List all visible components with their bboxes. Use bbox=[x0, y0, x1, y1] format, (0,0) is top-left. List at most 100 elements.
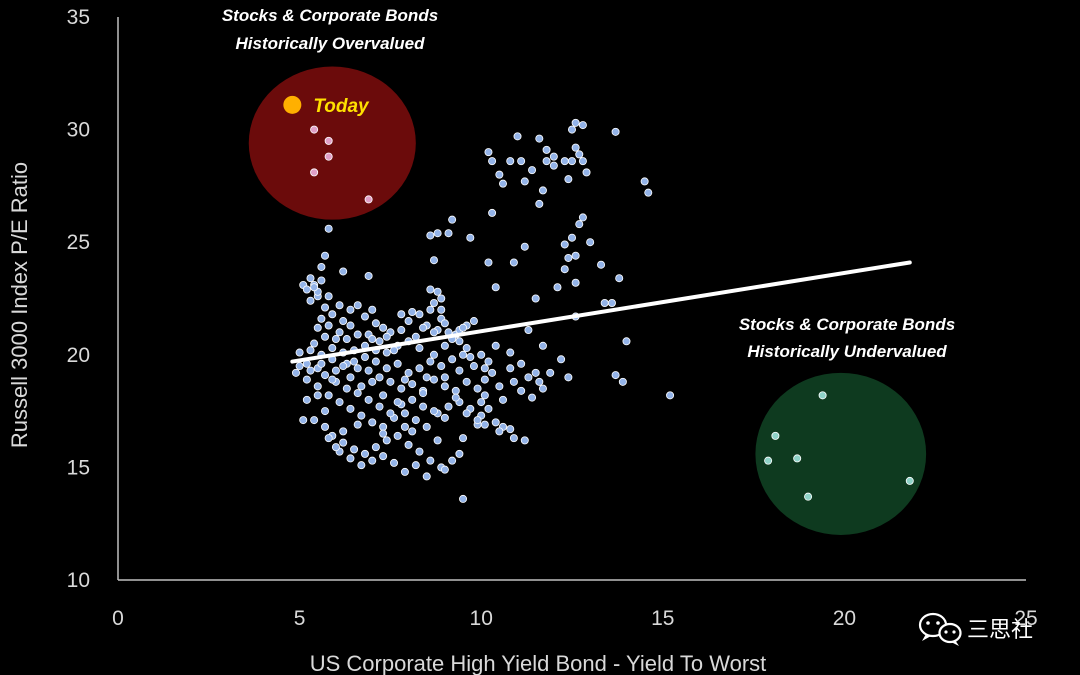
data-point bbox=[480, 375, 489, 384]
data-point bbox=[397, 384, 406, 393]
data-point bbox=[578, 213, 587, 222]
data-point bbox=[429, 256, 438, 265]
data-point bbox=[437, 305, 446, 314]
y-tick-label: 35 bbox=[67, 6, 90, 29]
data-point bbox=[379, 323, 388, 332]
data-point bbox=[488, 157, 497, 166]
data-point bbox=[364, 271, 373, 280]
data-point bbox=[575, 150, 584, 159]
data-point bbox=[506, 425, 515, 434]
data-point bbox=[346, 321, 355, 330]
data-point bbox=[462, 344, 471, 353]
data-point bbox=[535, 134, 544, 143]
data-point bbox=[451, 393, 460, 402]
data-point bbox=[426, 357, 435, 366]
data-point bbox=[538, 186, 547, 195]
data-point bbox=[506, 364, 515, 373]
data-point bbox=[429, 328, 438, 337]
data-point bbox=[644, 188, 653, 197]
data-point bbox=[509, 377, 518, 386]
data-point bbox=[575, 220, 584, 229]
undervalued-data-point bbox=[818, 391, 827, 400]
data-point bbox=[491, 283, 500, 292]
x-tick-label: 25 bbox=[1014, 607, 1037, 630]
data-point bbox=[368, 305, 377, 314]
data-point bbox=[466, 233, 475, 242]
data-point bbox=[346, 404, 355, 413]
y-tick-label: 20 bbox=[67, 344, 90, 367]
data-point bbox=[321, 332, 330, 341]
data-point bbox=[495, 382, 504, 391]
data-point bbox=[419, 402, 428, 411]
data-point bbox=[350, 357, 359, 366]
data-point bbox=[437, 294, 446, 303]
today-point bbox=[283, 95, 302, 114]
data-point bbox=[368, 418, 377, 427]
data-point bbox=[568, 125, 577, 134]
data-point bbox=[488, 368, 497, 377]
data-point bbox=[506, 157, 515, 166]
data-point bbox=[382, 332, 391, 341]
data-point bbox=[357, 461, 366, 470]
data-point bbox=[448, 215, 457, 224]
data-point bbox=[339, 438, 348, 447]
data-point bbox=[517, 386, 526, 395]
data-point bbox=[528, 393, 537, 402]
data-point bbox=[568, 157, 577, 166]
data-point bbox=[578, 157, 587, 166]
data-point bbox=[408, 308, 417, 317]
data-point bbox=[339, 267, 348, 276]
data-point bbox=[339, 362, 348, 371]
data-point bbox=[459, 323, 468, 332]
data-point bbox=[520, 177, 529, 186]
data-point bbox=[397, 310, 406, 319]
data-point bbox=[560, 157, 569, 166]
data-point bbox=[313, 323, 322, 332]
overvalued-data-point bbox=[324, 136, 333, 145]
data-point bbox=[426, 456, 435, 465]
data-point bbox=[371, 319, 380, 328]
data-point bbox=[324, 434, 333, 443]
data-point bbox=[360, 449, 369, 458]
data-point bbox=[419, 323, 428, 332]
data-point bbox=[429, 350, 438, 359]
y-tick-label: 25 bbox=[67, 231, 90, 254]
data-point bbox=[411, 332, 420, 341]
data-point bbox=[331, 366, 340, 375]
today-label: Today bbox=[313, 96, 370, 117]
data-point bbox=[364, 366, 373, 375]
data-point bbox=[491, 341, 500, 350]
data-point bbox=[488, 208, 497, 217]
wechat-icon bbox=[918, 612, 962, 646]
data-point bbox=[542, 157, 551, 166]
data-point bbox=[429, 375, 438, 384]
data-point bbox=[586, 238, 595, 247]
data-point bbox=[448, 355, 457, 364]
overvalued-data-point bbox=[310, 125, 319, 134]
data-point bbox=[397, 326, 406, 335]
data-point bbox=[375, 402, 384, 411]
data-point bbox=[422, 472, 431, 481]
data-point bbox=[622, 337, 631, 346]
data-point bbox=[553, 283, 562, 292]
undervalued-zone bbox=[755, 372, 927, 535]
data-point bbox=[353, 389, 362, 398]
data-point bbox=[491, 418, 500, 427]
data-point bbox=[346, 305, 355, 314]
data-point bbox=[321, 407, 330, 416]
data-point bbox=[357, 382, 366, 391]
data-point bbox=[480, 364, 489, 373]
data-point bbox=[440, 413, 449, 422]
data-point bbox=[342, 335, 351, 344]
data-point bbox=[415, 364, 424, 373]
annotations: Today Stocks & Corporate Bonds Historicall… bbox=[222, 6, 955, 361]
data-point bbox=[321, 251, 330, 260]
data-point bbox=[371, 357, 380, 366]
data-point bbox=[564, 175, 573, 184]
data-point bbox=[459, 434, 468, 443]
data-point bbox=[317, 262, 326, 271]
data-point bbox=[371, 443, 380, 452]
data-point bbox=[495, 427, 504, 436]
data-point bbox=[324, 391, 333, 400]
data-point bbox=[379, 429, 388, 438]
